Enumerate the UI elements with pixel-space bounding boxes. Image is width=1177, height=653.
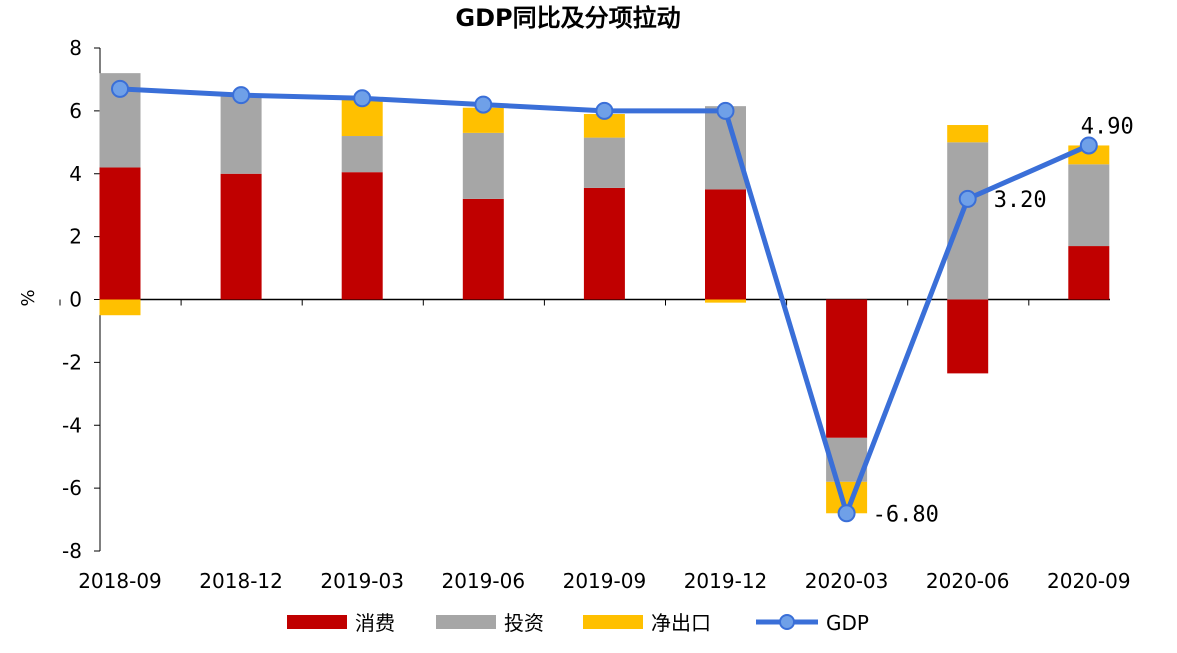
legend: 消费 投资 净出口 GDP [287, 611, 869, 635]
bar-investment-2019-06 [462, 132, 504, 199]
legend-item-consumption: 消费 [287, 611, 395, 635]
bar-net-exports-2019-09 [583, 114, 625, 138]
legend-item-gdp: GDP [756, 611, 869, 635]
bar-investment-2018-12 [220, 95, 262, 174]
y-axis-label: % [18, 289, 39, 306]
gdp-point-2020-06 [958, 189, 977, 208]
y-tick-label: 2 [69, 225, 82, 249]
bars [99, 73, 1110, 514]
bar-investment-2019-09 [583, 137, 625, 188]
gdp-point-2019-03 [353, 89, 372, 108]
bar-investment-2020-09 [1068, 164, 1110, 247]
x-tick-label: 2018-09 [78, 569, 162, 593]
bar-consumption-2018-12 [220, 173, 262, 300]
legend-label-investment: 投资 [504, 611, 544, 635]
legend-item-investment: 投资 [436, 611, 544, 635]
x-tick-label: 2020-06 [926, 569, 1010, 593]
x-tick-label: 2019-09 [563, 569, 647, 593]
legend-swatch-marker-gdp [779, 614, 795, 630]
gdp-line-group [111, 79, 1098, 523]
bar-net-exports-2018-09 [99, 299, 141, 316]
bar-consumption-2020-03 [826, 299, 868, 438]
x-tick-label: 2020-09 [1047, 569, 1131, 593]
gdp-point-2019-12 [716, 101, 735, 120]
y-tick-label: 8 [69, 36, 82, 60]
gdp-point-2020-09 [1079, 136, 1098, 155]
bar-net-exports-2019-12 [705, 299, 746, 303]
bar-investment-2020-06 [947, 142, 989, 300]
bar-consumption-2018-09 [99, 167, 141, 300]
bar-net-exports-2020-06 [947, 125, 989, 143]
x-axis: 2018-09 2018-12 2019-03 2019-06 2019-09 2019-… [59, 298, 1131, 593]
x-tick-label: 2019-06 [442, 569, 526, 593]
y-tick-label: 6 [69, 99, 82, 123]
x-tick-label: 2018-12 [199, 569, 283, 593]
y-axis: 8 6 4 2 0 -2 -4 -6 -8 [62, 36, 101, 563]
data-label-2020-06: 3.20 [994, 188, 1047, 213]
bar-investment-2019-03 [341, 136, 383, 173]
bar-consumption-2019-06 [462, 198, 504, 300]
y-tick-label: -8 [62, 539, 82, 563]
y-tick-label: 4 [69, 162, 82, 186]
gdp-point-2019-09 [595, 101, 614, 120]
y-tick-label: -4 [62, 413, 82, 437]
gdp-point-2018-09 [111, 79, 129, 98]
gdp-point-2020-03 [837, 504, 856, 523]
bar-consumption-2019-12 [705, 189, 746, 300]
bar-consumption-2019-03 [341, 172, 383, 300]
bar-consumption-2020-09 [1068, 246, 1110, 300]
chart-title: GDP同比及分项拉动 [455, 4, 680, 32]
legend-item-net-exports: 净出口 [583, 611, 711, 635]
data-label-2020-09: 4.90 [1081, 114, 1134, 139]
legend-label-consumption: 消费 [355, 611, 395, 635]
x-tick-label: 2019-12 [684, 569, 768, 593]
bar-consumption-2020-06 [947, 299, 989, 374]
y-tick-label: -6 [62, 476, 82, 500]
gdp-point-2019-06 [474, 95, 493, 114]
legend-swatch-investment [436, 615, 496, 629]
y-tick-label: -2 [62, 350, 82, 374]
x-tick-label: 2020-03 [805, 569, 889, 593]
data-label-2020-03: -6.80 [873, 502, 939, 527]
x-tick-label: 2019-03 [320, 569, 404, 593]
legend-label-net-exports: 净出口 [651, 611, 711, 635]
legend-label-gdp: GDP [826, 611, 869, 635]
bar-consumption-2019-09 [583, 187, 625, 300]
data-labels: -6.80 3.20 4.90 [873, 114, 1134, 527]
gdp-point-2018-12 [232, 86, 251, 105]
y-tick-label: 0 [69, 288, 82, 312]
legend-swatch-net-exports [583, 615, 643, 629]
legend-swatch-consumption [287, 615, 347, 629]
